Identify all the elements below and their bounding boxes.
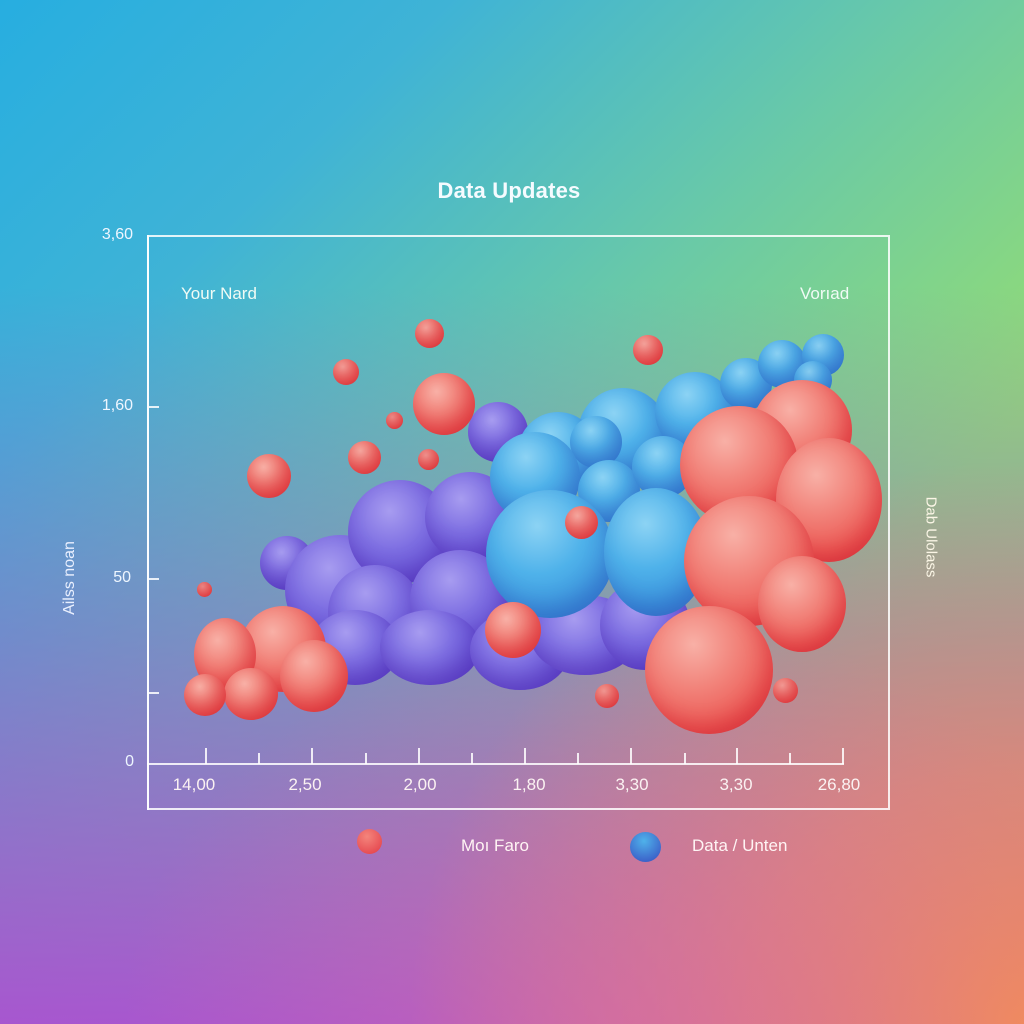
bubble[interactable]: [570, 416, 622, 468]
legend-red-dot-icon: [357, 829, 382, 854]
top-left-label: Your Nard: [181, 284, 257, 303]
y-axis-title-right: Dab Ulolass: [922, 496, 940, 578]
x-tick-label: 26,80: [817, 775, 861, 794]
y-tick: [149, 578, 159, 580]
x-tick: [258, 753, 260, 764]
x-tick-label: 2,50: [288, 775, 322, 794]
x-tick: [630, 748, 632, 764]
x-tick: [524, 748, 526, 764]
legend-label: Data / Unten: [692, 836, 788, 855]
bubble[interactable]: [348, 441, 381, 474]
bubble[interactable]: [773, 678, 798, 703]
y-axis-line: [147, 235, 149, 810]
bubble[interactable]: [485, 602, 541, 658]
bubble[interactable]: [565, 506, 598, 539]
chart-title: Data Updates: [437, 178, 581, 203]
y-tick: [149, 406, 159, 408]
x-tick: [311, 748, 313, 764]
x-tick: [684, 753, 686, 764]
x-tick: [577, 753, 579, 764]
x-axis-line: [147, 763, 844, 765]
x-tick: [842, 748, 844, 764]
bubble[interactable]: [418, 449, 439, 470]
x-tick: [471, 753, 473, 764]
bubble[interactable]: [595, 684, 619, 708]
bubble[interactable]: [486, 490, 614, 618]
y-tick: [149, 692, 159, 694]
bubble[interactable]: [247, 454, 291, 498]
bubble[interactable]: [333, 359, 359, 385]
bubble[interactable]: [645, 606, 773, 734]
legend-blue-dot-icon: [630, 832, 661, 862]
top-right-label: Vorıad: [800, 284, 850, 303]
x-tick: [789, 753, 791, 764]
x-tick: [736, 748, 738, 764]
y-tick-label: 0: [125, 753, 134, 770]
x-tick-label: 3,30: [719, 775, 753, 794]
x-tick-label: 2,00: [403, 775, 437, 794]
bubble[interactable]: [380, 610, 480, 685]
x-tick: [418, 748, 420, 764]
x-tick-label: 1,80: [512, 775, 546, 794]
bubble[interactable]: [224, 668, 278, 720]
bubble[interactable]: [184, 674, 226, 716]
bubble[interactable]: [280, 640, 348, 712]
y-tick-label: 3,60: [101, 226, 133, 243]
bubble[interactable]: [415, 319, 444, 348]
bubble[interactable]: [413, 373, 475, 435]
y-axis-title-left: Ailss noan: [61, 541, 78, 615]
bubble[interactable]: [633, 335, 663, 365]
x-tick-label: 3,30: [615, 775, 649, 794]
x-tick: [205, 748, 207, 764]
y-tick-label: 1,60: [101, 397, 133, 414]
y-tick-label: 50: [113, 569, 131, 586]
bubble[interactable]: [197, 582, 212, 597]
bubble[interactable]: [386, 412, 403, 429]
bubble[interactable]: [758, 556, 846, 652]
x-tick: [365, 753, 367, 764]
x-tick-label: 14,00: [172, 775, 216, 794]
legend-label: Moı Faro: [461, 836, 530, 855]
